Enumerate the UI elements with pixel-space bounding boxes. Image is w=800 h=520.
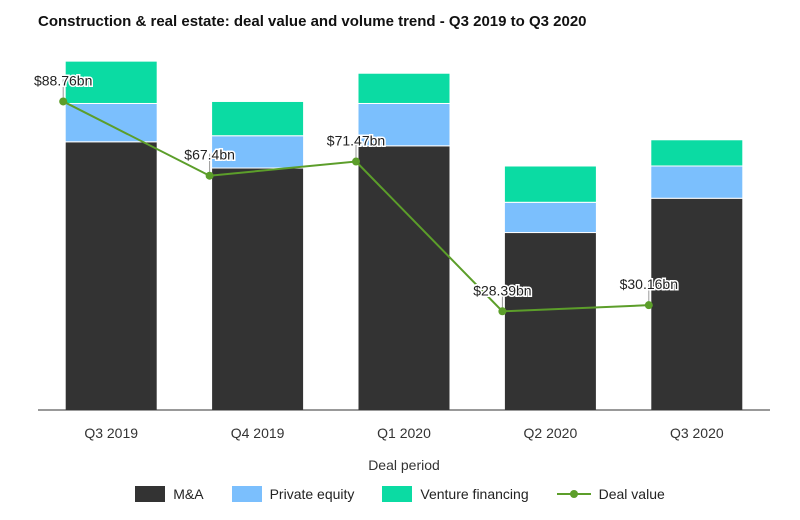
bar-m-a-3	[503, 232, 597, 411]
bar-private-equity-4	[650, 165, 744, 199]
legend-swatch-private-equity	[231, 486, 262, 502]
bar-m-a-1	[211, 167, 305, 411]
bar-private-equity-2	[357, 102, 451, 147]
bar-m-a-4	[650, 197, 744, 411]
deal-value-point-3	[498, 307, 507, 316]
legend-label-venture-financing: Venture financing	[420, 486, 529, 502]
deal-value-point-2	[352, 157, 360, 166]
bar-venture-financing-2	[357, 72, 451, 104]
bar-private-equity-3	[503, 201, 597, 234]
x-tick-label-4: Q3 2020	[670, 425, 724, 441]
x-tick-label-2: Q1 2020	[377, 425, 431, 441]
bar-m-a-0	[64, 141, 158, 411]
x-tick-labels: Q3 2019 Q4 2019 Q1 2020 Q2 2020 Q3 2020	[84, 425, 724, 441]
deal-value-label-2: $71.47bn	[327, 133, 385, 149]
deal-value-point-1	[205, 171, 214, 180]
legend-item-deal-value: Deal value	[556, 486, 665, 502]
chart-title: Construction & real estate: deal value a…	[38, 13, 587, 30]
deal-value-point-4	[644, 301, 653, 310]
legend: M&A Private equity Venture financing Dea…	[0, 486, 800, 502]
legend-label-private-equity: Private equity	[269, 486, 355, 502]
x-tick-label-0: Q3 2019	[84, 425, 138, 441]
deal-value-label-3: $28.39bn	[473, 282, 531, 298]
bar-venture-financing-0	[64, 60, 158, 104]
legend-swatch-deal-value	[556, 488, 591, 500]
bar-m-a-2	[357, 145, 451, 411]
bar-private-equity-1	[211, 135, 305, 169]
x-tick-label-3: Q2 2020	[524, 425, 578, 441]
bar-layer	[64, 60, 744, 411]
bar-venture-financing-3	[503, 165, 597, 203]
legend-item-ma: M&A	[135, 486, 204, 502]
x-tick-label-1: Q4 2019	[231, 425, 285, 441]
bar-venture-financing-4	[650, 139, 744, 167]
x-axis-title: Deal period	[368, 457, 440, 473]
legend-swatch-ma	[135, 486, 166, 502]
legend-item-private-equity: Private equity	[231, 486, 355, 502]
bar-venture-financing-1	[211, 100, 305, 137]
deal-value-labels: $88.76bn $67.4bn $71.47bn $28.39bn $30.16bn	[32, 71, 679, 300]
chart-plot: Q3 2019 Q4 2019 Q1 2020 Q2 2020 Q3 2020 $88.…	[32, 60, 770, 473]
legend-swatch-venture-financing	[382, 486, 413, 502]
deal-value-label-1: $67.4bn	[184, 147, 235, 163]
legend-label-deal-value: Deal value	[598, 486, 665, 502]
deal-value-label-0: $88.76bn	[34, 72, 92, 88]
legend-label-ma: M&A	[173, 486, 204, 502]
deal-value-point-0	[59, 97, 68, 106]
deal-value-points	[59, 79, 653, 316]
legend-item-venture-financing: Venture financing	[382, 486, 529, 502]
deal-value-label-4: $30.16bn	[620, 276, 678, 292]
